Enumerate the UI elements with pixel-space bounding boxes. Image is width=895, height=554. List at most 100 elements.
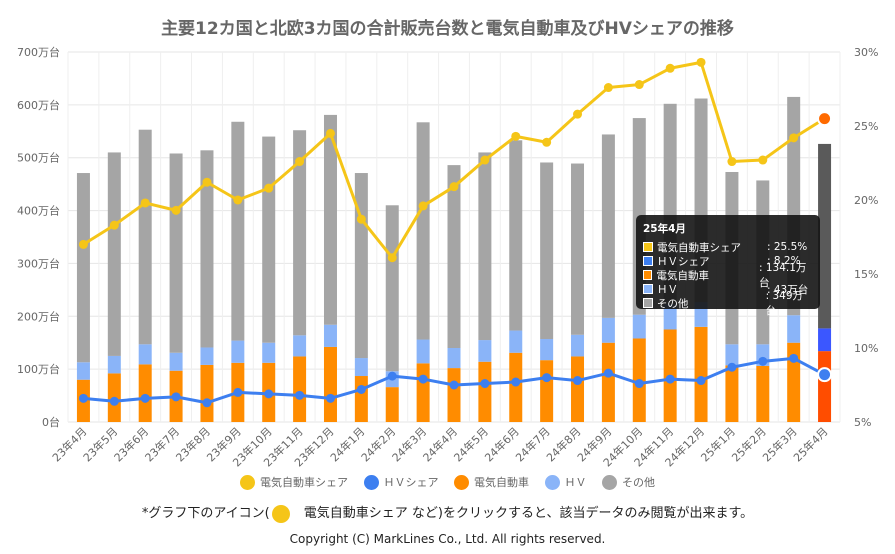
legend-item-ev[interactable]: 電気自動車 bbox=[454, 474, 529, 490]
tooltip-value: : 349万台 bbox=[765, 290, 804, 317]
ev-share-point bbox=[295, 157, 305, 167]
hv-share-point bbox=[665, 374, 675, 384]
x-tick-label: 25年4月 bbox=[790, 424, 830, 464]
legend-label: その他 bbox=[622, 476, 655, 489]
bar-hv bbox=[416, 339, 430, 364]
bar-hv bbox=[540, 339, 554, 361]
data-tooltip: 25年4月 電気自動車シェア : 25.5% ＨＶシェア : 8.2% 電気自動… bbox=[636, 215, 820, 317]
hv-share-point bbox=[171, 392, 181, 402]
ev-share-point bbox=[542, 137, 552, 147]
hv-share-point bbox=[78, 393, 88, 403]
bar-other bbox=[200, 150, 214, 348]
bar-hv bbox=[323, 324, 337, 347]
ev-share-point bbox=[665, 63, 675, 73]
bar-other bbox=[323, 114, 337, 325]
bar-other bbox=[76, 173, 90, 363]
hv-share-point bbox=[696, 376, 706, 386]
usage-note: *グラフ下のアイコン(電気自動車シェア など)をクリックすると、該当データのみ閲… bbox=[0, 502, 895, 523]
legend-item-hv[interactable]: ＨＶ bbox=[544, 474, 587, 490]
tooltip-row: その他 : 349万台 bbox=[643, 290, 813, 317]
bar-hv bbox=[447, 348, 461, 369]
bar-other bbox=[354, 173, 368, 359]
tooltip-value: : 43万台 bbox=[767, 283, 809, 296]
bar-ev bbox=[571, 356, 585, 422]
bar-hv bbox=[632, 314, 646, 339]
bar-hv bbox=[478, 340, 492, 362]
hv-share-point bbox=[202, 398, 212, 408]
bar-other bbox=[571, 163, 585, 335]
bar-other bbox=[293, 130, 307, 336]
ev-share-point bbox=[603, 83, 613, 93]
tooltip-swatch-ev-share bbox=[643, 242, 653, 252]
bar-ev bbox=[725, 365, 739, 422]
tooltip-value: : 25.5% bbox=[767, 241, 808, 253]
bar-hv bbox=[231, 340, 245, 363]
tooltip-swatch-ev bbox=[643, 270, 653, 280]
hv-share-point bbox=[264, 389, 274, 399]
legend-label: ＨＶ bbox=[564, 476, 587, 489]
bar-ev bbox=[756, 365, 770, 422]
bar-hv bbox=[725, 344, 739, 366]
bar-other bbox=[138, 129, 152, 345]
y-left-tick-label: 100万台 bbox=[17, 362, 60, 376]
bar-ev bbox=[354, 376, 368, 422]
tooltip-label: 電気自動車シェア bbox=[657, 241, 741, 254]
bar-other bbox=[107, 152, 121, 356]
bar-ev bbox=[447, 368, 461, 422]
ev-share-point bbox=[202, 177, 212, 187]
legend-ev-share-icon bbox=[240, 474, 255, 490]
ev-share-point bbox=[573, 109, 583, 119]
legend-item-other[interactable]: その他 bbox=[602, 474, 655, 490]
hv-share-point bbox=[140, 393, 150, 403]
hv-share-point bbox=[325, 393, 335, 403]
tooltip-row: 電気自動車 : 134.1万台 bbox=[643, 262, 813, 289]
copyright: Copyright (C) MarkLines Co., Ltd. All ri… bbox=[289, 532, 606, 546]
tooltip-label: ＨＶ bbox=[657, 283, 678, 296]
hv-share-point bbox=[603, 368, 613, 378]
hv-share-point bbox=[789, 353, 799, 363]
y-left-tick-label: 400万台 bbox=[17, 204, 60, 218]
hv-share-point bbox=[295, 390, 305, 400]
y-right-tick-label: 25% bbox=[854, 120, 878, 133]
ev-share-point bbox=[233, 195, 243, 205]
bar-ev bbox=[323, 346, 337, 422]
bar-ev bbox=[200, 364, 214, 422]
hv-share-point bbox=[387, 371, 397, 381]
tooltip-value: : 134.1万台 bbox=[758, 262, 807, 289]
bar-hv bbox=[509, 330, 523, 353]
hv-share-point bbox=[449, 380, 459, 390]
ev-share-point bbox=[727, 157, 737, 167]
ev-share-point bbox=[171, 205, 181, 215]
y-right-tick-label: 15% bbox=[854, 268, 878, 281]
y-left-tick-label: 300万台 bbox=[17, 256, 60, 270]
y-right-tick-label: 10% bbox=[854, 342, 878, 355]
bar-other bbox=[818, 143, 832, 329]
ev-share-point bbox=[696, 57, 706, 67]
note-prefix: *グラフ下のアイコン( bbox=[141, 506, 270, 521]
ev-share-point bbox=[264, 183, 274, 193]
ev-share-point bbox=[109, 220, 119, 230]
bar-other bbox=[540, 162, 554, 340]
hv-share-point bbox=[511, 377, 521, 387]
legend-label: 電気自動車シェア bbox=[260, 476, 348, 489]
tooltip-label: ＨＶシェア bbox=[657, 255, 710, 268]
legend-item-ev-share[interactable]: 電気自動車シェア bbox=[240, 474, 348, 490]
bar-hv bbox=[787, 315, 801, 343]
ev-share-point bbox=[325, 128, 335, 138]
bar-hv bbox=[107, 355, 121, 374]
bar-ev bbox=[416, 363, 430, 422]
hv-share-point bbox=[727, 362, 737, 372]
legend-item-hv-share[interactable]: ＨＶシェア bbox=[363, 474, 439, 490]
tooltip-row: ＨＶシェア : 8.2% bbox=[643, 254, 813, 268]
tooltip-value: : 8.2% bbox=[767, 255, 801, 267]
bar-hv bbox=[601, 317, 615, 343]
y-right-tick-label: 20% bbox=[854, 194, 878, 207]
tooltip-label: その他 bbox=[656, 297, 689, 310]
bar-other bbox=[416, 122, 430, 340]
ev-share-point bbox=[78, 239, 88, 249]
ev-share-point bbox=[480, 155, 490, 165]
bar-other bbox=[169, 153, 183, 353]
hv-share-point bbox=[109, 396, 119, 406]
bar-hv bbox=[200, 347, 214, 365]
bar-hv bbox=[571, 334, 585, 357]
